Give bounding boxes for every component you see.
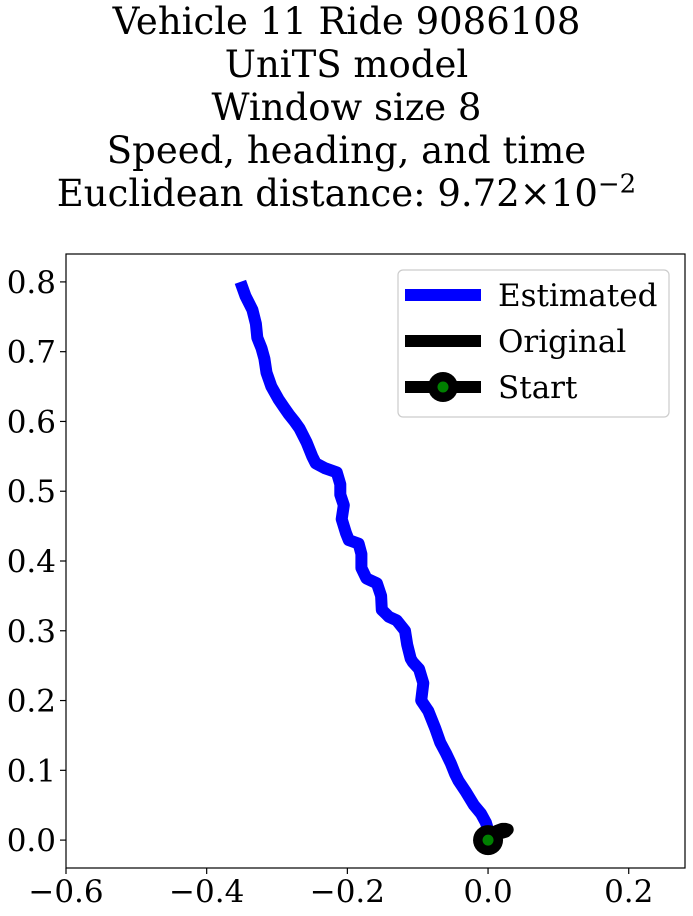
legend-original-label: Original: [498, 324, 626, 360]
data-layer: [234, 279, 514, 856]
legend-start-marker-inner: [437, 381, 449, 393]
title-distance-times: ×: [519, 172, 551, 215]
y-tick-label: 0.6: [7, 404, 56, 440]
x-tick-label: −0.2: [310, 874, 385, 910]
series-estimated-line: [234, 279, 496, 843]
legend-start-label: Start: [498, 370, 578, 406]
x-tick-label: −0.4: [169, 874, 244, 910]
y-tick-label: 0.1: [7, 753, 56, 789]
y-tick-label: 0.0: [7, 823, 56, 859]
title-line-3: Window size 8: [211, 86, 482, 129]
legend: Estimated Original Start: [397, 269, 670, 418]
y-tick-label: 0.7: [7, 335, 56, 371]
title-distance-exponent: −2: [597, 169, 637, 200]
legend-estimated-label: Estimated: [498, 278, 657, 314]
y-tick-label: 0.3: [7, 614, 56, 650]
title-distance-prefix: Euclidean distance:: [56, 172, 438, 215]
x-tick-label: −0.6: [28, 874, 103, 910]
y-tick-label: 0.4: [7, 544, 56, 580]
title-distance-base: 10: [550, 172, 598, 215]
start-marker-inner: [482, 834, 494, 846]
y-tick-label: 0.5: [7, 474, 56, 510]
x-tick-label: 0.0: [463, 874, 512, 910]
title-line-1: Vehicle 11 Ride 9086108: [112, 0, 581, 43]
title-line-2: UniTS model: [224, 43, 469, 86]
ticks-layer: −0.6 −0.4 −0.2 0.0 0.2 0.0 0.1 0.2 0.3 0.4 0.5 0.6 0…: [7, 265, 654, 910]
title-line-5: Euclidean distance: 9.72×10−2: [0, 172, 693, 215]
chart-title: Vehicle 11 Ride 9086108 UniTS model Wind…: [0, 0, 693, 215]
title-distance-mantissa: 9.72: [437, 172, 520, 215]
y-tick-label: 0.2: [7, 684, 56, 720]
x-tick-label: 0.2: [604, 874, 653, 910]
legend-frame: [397, 269, 670, 418]
title-line-4: Speed, heading, and time: [106, 129, 587, 172]
y-tick-label: 0.8: [7, 265, 56, 301]
